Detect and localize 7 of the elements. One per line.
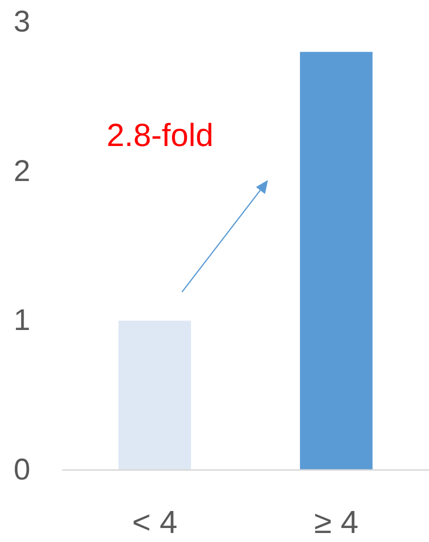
x-tick-label: ≥ 4: [314, 504, 358, 540]
annotation: 2.8-fold: [106, 117, 214, 153]
x-tick-label: < 4: [132, 504, 178, 540]
y-tick-label: 3: [14, 6, 30, 38]
y-tick-label: 2: [14, 154, 30, 188]
y-tick-label: 0: [14, 454, 30, 486]
y-tick-label: 1: [14, 304, 30, 338]
